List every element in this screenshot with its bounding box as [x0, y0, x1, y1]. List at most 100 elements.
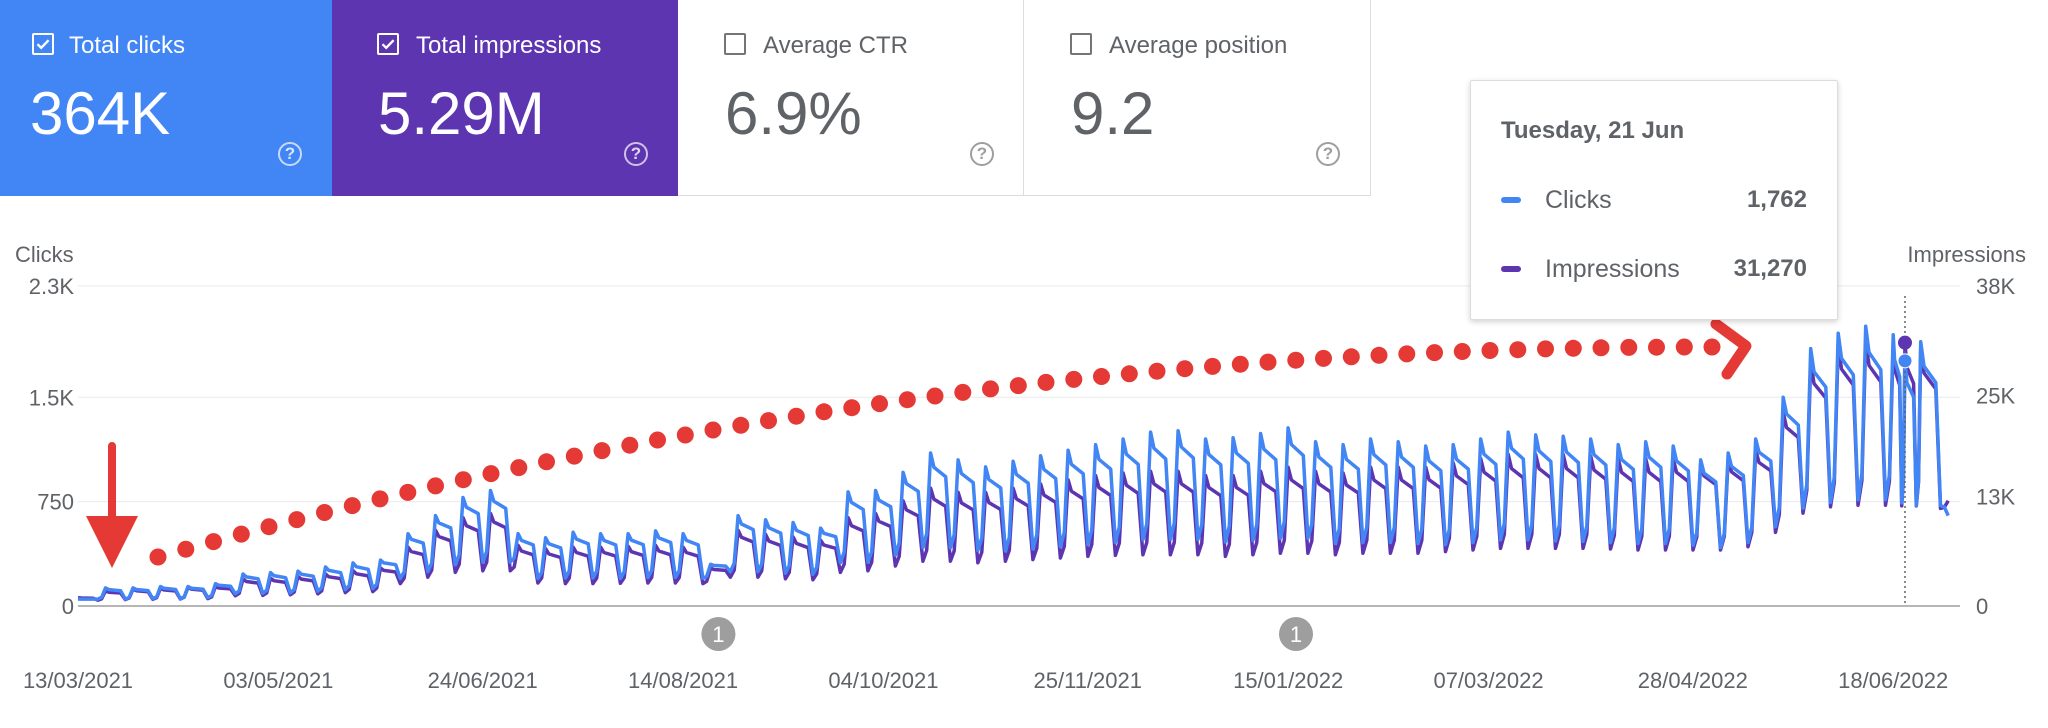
trend-arrowhead-icon [1710, 318, 1752, 380]
trend-dot [593, 442, 611, 460]
trend-dot [538, 453, 555, 471]
help-icon[interactable]: ? [278, 142, 302, 166]
help-icon[interactable]: ? [624, 142, 648, 166]
trend-dot [1065, 370, 1083, 388]
metric-value: 6.9% [725, 80, 862, 147]
y-tick-label-left: 1.5K [29, 385, 75, 410]
tooltip-date: Tuesday, 21 Jun [1501, 117, 1685, 144]
tooltip-series-value: 1,762 [1746, 186, 1807, 213]
series-line-clicks [77, 324, 1950, 601]
tooltip-row-clicks: Clicks 1,762 [1501, 185, 1807, 215]
performance-chart[interactable]: 0 750 1.5K 2.3K 0 13K 25K 38K 13/03/2021 03/05/… [0, 196, 2048, 728]
metric-value: 9.2 [1071, 80, 1155, 147]
y-axis-label-left: Clicks [15, 242, 74, 267]
trend-dot [926, 387, 944, 405]
trend-dot [1592, 339, 1610, 357]
metric-label: Total impressions [416, 32, 602, 59]
tooltip-series-name: Impressions [1545, 255, 1680, 283]
checkbox-checked-icon[interactable] [32, 33, 54, 55]
metric-label: Average position [1109, 32, 1288, 59]
trend-dot [1564, 339, 1582, 357]
hover-point-impressions [1897, 335, 1912, 350]
tooltip-series-value: 31,270 [1733, 255, 1807, 282]
trend-dot [399, 483, 417, 501]
trend-dot [1675, 338, 1693, 356]
trend-dot [1398, 345, 1416, 363]
trend-dot [510, 459, 528, 477]
annotation-label: 1 [712, 622, 724, 647]
annotation-circle [1278, 617, 1313, 651]
x-tick-label: 15/01/2022 [1233, 668, 1343, 693]
metric-label: Total clicks [69, 32, 186, 59]
checkbox-checked-icon[interactable] [377, 33, 399, 55]
annotation-marker[interactable]: 1 [1278, 617, 1313, 651]
metric-card-total-impressions[interactable]: Total impressions 5.29M ? [332, 0, 678, 196]
legend-swatch [1501, 266, 1521, 272]
checkbox-unchecked-icon[interactable] [724, 33, 746, 55]
metric-value: 5.29M [378, 80, 545, 147]
metric-card-average-position[interactable]: Average position 9.2 ? [1024, 0, 1371, 196]
x-tick-label: 25/11/2021 [1034, 668, 1142, 693]
x-tick-label: 24/06/2021 [428, 668, 538, 693]
y-axis-label-right: Impressions [1907, 242, 2026, 267]
tooltip-row-impressions: Impressions 31,270 [1501, 254, 1807, 284]
y-tick-label-right: 38K [1976, 274, 2015, 299]
trend-dot [1009, 377, 1027, 395]
y-tick-label-left: 2.3K [29, 274, 75, 299]
help-icon[interactable]: ? [970, 142, 994, 166]
trend-dot [343, 497, 361, 515]
trend-dot [676, 426, 694, 444]
trend-dot [1315, 349, 1332, 367]
trend-dot [565, 447, 583, 465]
y-tick-label-left: 0 [62, 594, 74, 619]
y-tick-label-right: 13K [1976, 485, 2015, 510]
metric-value: 364K [30, 80, 171, 147]
x-tick-label: 14/08/2021 [628, 668, 738, 693]
trend-dot [760, 412, 777, 430]
trend-dot [1426, 344, 1443, 362]
trend-dot [288, 511, 306, 529]
trend-dot [1148, 362, 1166, 380]
trend-dot [1120, 365, 1138, 383]
trend-dot [815, 403, 833, 421]
checkbox-unchecked-icon[interactable] [1070, 33, 1092, 55]
annotation-label: 1 [1290, 622, 1302, 647]
trend-dot [1509, 341, 1527, 359]
trend-dot [732, 416, 750, 434]
trend-dot [898, 391, 916, 409]
trend-dot [1231, 355, 1249, 373]
trend-dot [1287, 351, 1305, 369]
trend-dot [1259, 353, 1277, 371]
y-tick-label-right: 25K [1976, 383, 2015, 408]
trend-dot [704, 421, 722, 439]
metric-card-total-clicks[interactable]: Total clicks 364K ? [0, 0, 332, 196]
y-tick-label-left: 750 [37, 490, 74, 515]
trend-dot [149, 548, 167, 566]
trend-dot [1537, 340, 1554, 358]
trend-dot [232, 525, 250, 543]
trend-dot [1204, 357, 1221, 375]
help-icon[interactable]: ? [1316, 142, 1340, 166]
trend-dot [371, 490, 389, 508]
hover-point-clicks [1897, 353, 1913, 369]
trend-dot [454, 471, 472, 489]
annotation-marker[interactable]: 1 [701, 617, 736, 651]
trend-dot [427, 477, 444, 495]
metric-card-average-ctr[interactable]: Average CTR 6.9% ? [678, 0, 1024, 196]
x-tick-label: 28/04/2022 [1638, 668, 1748, 693]
x-tick-label: 18/06/2022 [1838, 668, 1948, 693]
trend-dot [1481, 342, 1499, 359]
trend-dot [1703, 338, 1721, 356]
trend-dot [316, 504, 333, 521]
trend-dot [982, 380, 999, 398]
x-tick-label: 07/03/2022 [1433, 668, 1543, 693]
trend-annotation [86, 318, 1752, 568]
trend-dot [1620, 338, 1638, 356]
trend-dot [649, 431, 666, 449]
trend-dot [482, 465, 500, 483]
trend-dot [205, 533, 222, 551]
chart-tooltip: Tuesday, 21 Jun Clicks 1,762 Impressions… [1470, 80, 1838, 320]
trend-dot [871, 395, 888, 413]
trend-dot [1370, 346, 1388, 364]
trend-dot [621, 436, 639, 454]
